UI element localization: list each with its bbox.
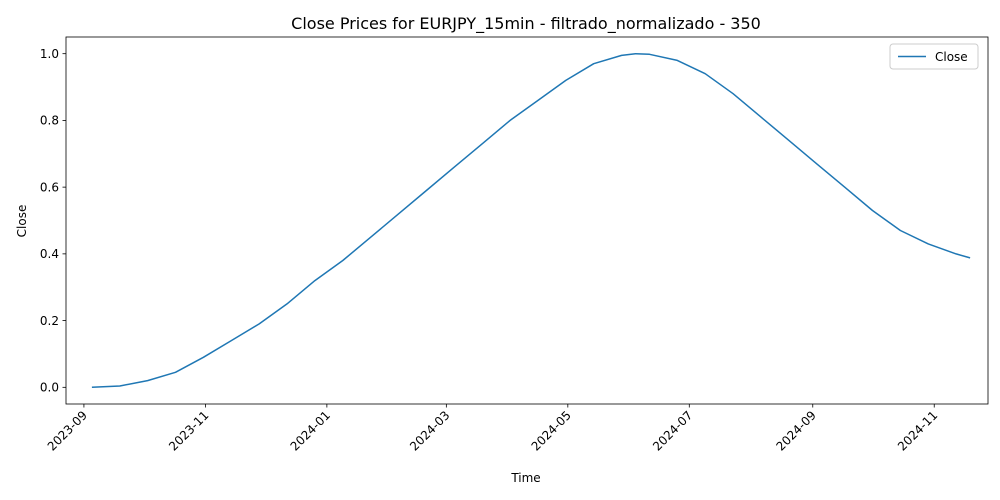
chart-title: Close Prices for EURJPY_15min - filtrado…	[291, 14, 761, 34]
y-tick-label: 0.2	[40, 314, 59, 328]
legend-box	[889, 43, 979, 70]
legend: Close	[889, 43, 979, 70]
legend-label-close: Close	[935, 50, 968, 64]
series-layer	[91, 52, 971, 389]
y-tick-label: 1.0	[40, 47, 59, 61]
y-tick-label: 0.6	[40, 180, 59, 194]
y-axis: 0.0 0.2 0.4 0.6 0.8 1.0	[40, 47, 66, 395]
plot-area	[65, 36, 989, 405]
y-tick-label: 0.4	[40, 247, 59, 261]
y-tick-label: 0.8	[40, 114, 59, 128]
x-axis-label: Time	[510, 471, 540, 485]
axes-frame	[65, 36, 989, 405]
y-axis-label: Close	[15, 205, 29, 238]
y-tick-label: 0.0	[40, 381, 59, 395]
series-line-close	[91, 52, 971, 389]
